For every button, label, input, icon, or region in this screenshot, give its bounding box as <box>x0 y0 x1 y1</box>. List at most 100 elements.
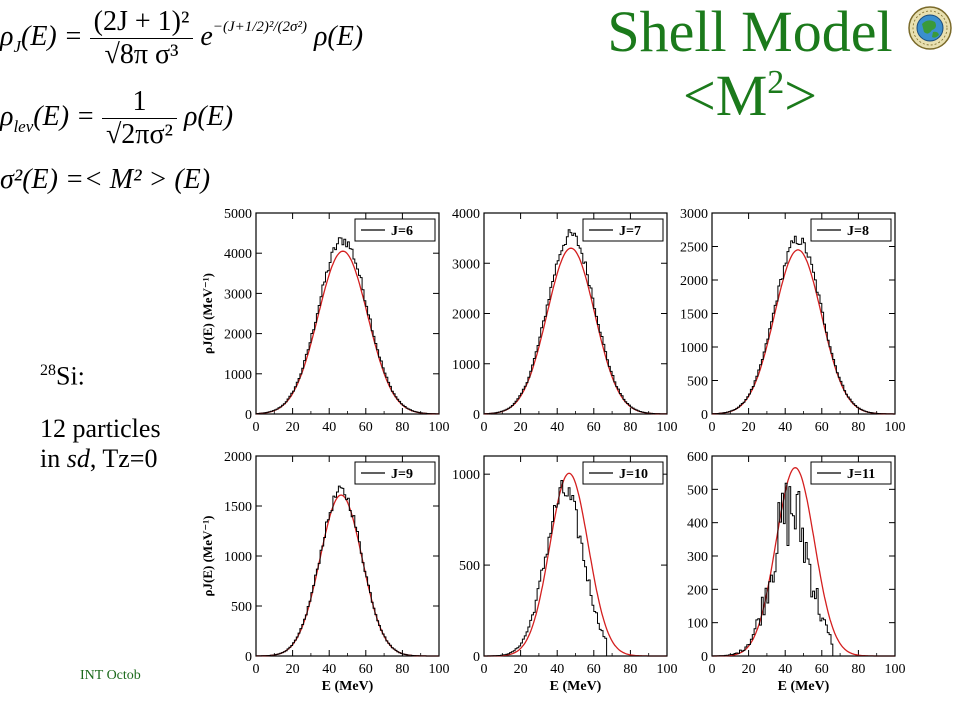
y-tick-label: 2000 <box>452 308 480 323</box>
shell-model-histogram-4 <box>256 485 439 657</box>
x-tick-label: 40 <box>322 420 336 435</box>
x-tick-label: 20 <box>286 662 300 677</box>
y-tick-label: 1000 <box>224 368 252 383</box>
nsf-logo-icon <box>908 6 952 50</box>
y-tick-label: 0 <box>473 408 480 423</box>
shell-model-histogram-6 <box>712 482 895 657</box>
y-axis-label: ρJ(E) (MeV⁻¹) <box>200 516 215 597</box>
x-axis-label: E (MeV) <box>778 679 830 694</box>
y-tick-label: 600 <box>687 450 708 465</box>
y-tick-label: 500 <box>231 600 252 615</box>
y-tick-label: 2500 <box>680 241 708 256</box>
particles-line: 12 particles <box>40 413 161 443</box>
gaussian-fit-line-1 <box>255 250 439 415</box>
legend-box <box>810 218 892 242</box>
legend-box <box>810 461 892 485</box>
x-tick-label: 60 <box>359 662 373 677</box>
y-tick-label: 0 <box>701 650 708 665</box>
equation-rho-j: ρJ(E) = (2J + 1)² √8π σ³ e−(J+1/2)²/(2σ²… <box>0 6 364 71</box>
legend-label: J=11 <box>847 467 875 482</box>
x-tick-label: 0 <box>253 662 260 677</box>
x-tick-label: 80 <box>395 420 409 435</box>
y-tick-label: 100 <box>687 617 708 632</box>
y-tick-label: 500 <box>687 375 708 390</box>
y-tick-label: 1000 <box>680 341 708 356</box>
gaussian-fit-line-4 <box>255 494 439 657</box>
legend-label: J=7 <box>619 224 641 239</box>
y-tick-label: 3000 <box>680 207 708 222</box>
shell-model-histogram-3 <box>712 235 895 415</box>
legend-label: J=9 <box>391 467 413 482</box>
shell-model-histogram-5 <box>484 480 667 657</box>
y-tick-label: 2000 <box>224 328 252 343</box>
x-tick-label: 60 <box>359 420 373 435</box>
x-tick-label: 80 <box>851 420 865 435</box>
y-tick-label: 0 <box>245 408 252 423</box>
fraction-rho-lev: 1 √2πσ² <box>101 86 177 151</box>
x-tick-label: 80 <box>851 662 865 677</box>
x-tick-label: 60 <box>587 420 601 435</box>
title-line1: Shell Model <box>607 0 893 64</box>
x-tick-label: 100 <box>885 662 906 677</box>
x-tick-label: 100 <box>429 420 450 435</box>
shell-model-histogram-1 <box>256 237 439 415</box>
y-tick-label: 0 <box>473 650 480 665</box>
fraction-rho-j: (2J + 1)² √8π σ³ <box>89 6 194 71</box>
y-tick-label: 5000 <box>224 207 252 222</box>
legend-label: J=10 <box>619 467 648 482</box>
y-tick-label: 3000 <box>224 287 252 302</box>
shell-model-histogram-2 <box>484 229 667 415</box>
x-tick-label: 20 <box>514 662 528 677</box>
x-tick-label: 100 <box>657 662 678 677</box>
x-tick-label: 40 <box>778 420 792 435</box>
x-tick-label: 80 <box>623 662 637 677</box>
x-tick-label: 0 <box>481 420 488 435</box>
x-tick-label: 20 <box>742 662 756 677</box>
x-tick-label: 60 <box>815 420 829 435</box>
y-tick-label: 2000 <box>680 274 708 289</box>
y-tick-label: 1000 <box>452 358 480 373</box>
gaussian-fit-line-3 <box>712 249 895 415</box>
x-tick-label: 0 <box>709 420 716 435</box>
chart-frame-2 <box>483 212 668 415</box>
y-tick-label: 300 <box>687 550 708 565</box>
x-tick-label: 20 <box>742 420 756 435</box>
x-tick-label: 40 <box>322 662 336 677</box>
x-tick-label: 0 <box>709 662 716 677</box>
x-tick-label: 40 <box>778 662 792 677</box>
equation-rho-lev: ρlev(E) = 1 √2πσ² ρ(E) <box>0 86 234 151</box>
x-axis-label: E (MeV) <box>322 679 374 694</box>
y-tick-label: 0 <box>701 408 708 423</box>
equation-sigma: σ²(E) =< M² > (E) <box>0 164 211 195</box>
x-axis-label: E (MeV) <box>550 679 602 694</box>
space-line: in sd, Tz=0 <box>40 443 158 473</box>
y-tick-label: 1000 <box>452 468 480 483</box>
y-tick-label: 1500 <box>224 500 252 515</box>
x-tick-label: 100 <box>429 662 450 677</box>
x-tick-label: 0 <box>481 662 488 677</box>
chart-frame-4 <box>255 455 440 657</box>
x-tick-label: 20 <box>514 420 528 435</box>
isotope-label: 28Si: <box>40 361 85 391</box>
x-tick-label: 100 <box>885 420 906 435</box>
title-line2: <M2> <box>683 63 817 128</box>
gaussian-fit-line-5 <box>484 472 667 657</box>
x-tick-label: 40 <box>550 420 564 435</box>
legend-box <box>582 218 664 242</box>
y-tick-label: 200 <box>687 583 708 598</box>
isotope-info: 28Si: 12 particles in sd, Tz=0 <box>40 356 161 474</box>
x-tick-label: 80 <box>623 420 637 435</box>
chart-frame-5 <box>483 455 668 657</box>
x-tick-label: 100 <box>657 420 678 435</box>
y-tick-label: 3000 <box>452 257 480 272</box>
y-tick-label: 2000 <box>224 450 252 465</box>
legend-box <box>582 461 664 485</box>
legend-box <box>354 218 436 242</box>
y-tick-label: 4000 <box>224 247 252 262</box>
legend-box <box>354 461 436 485</box>
x-tick-label: 40 <box>550 662 564 677</box>
x-tick-label: 60 <box>815 662 829 677</box>
footer-text: INT Octob <box>80 668 141 683</box>
y-tick-label: 500 <box>459 559 480 574</box>
